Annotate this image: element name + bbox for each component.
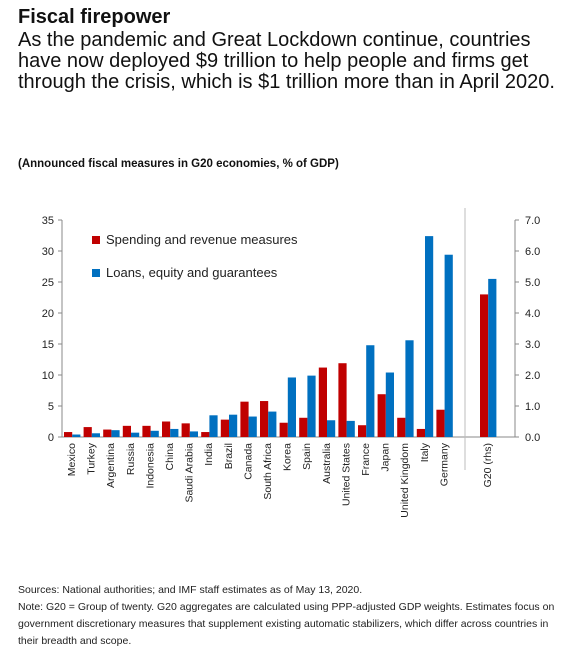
bar-spending-revenue: [260, 401, 269, 437]
chart-notes: Sources: National authorities; and IMF s…: [18, 582, 568, 650]
bar-loans-equity: [366, 345, 375, 437]
legend-swatch: [92, 236, 100, 244]
bar-loans-equity: [111, 430, 120, 437]
x-tick-label: Korea: [282, 443, 294, 471]
x-tick-label: China: [164, 443, 176, 471]
bar-spending-revenue: [122, 425, 131, 437]
y2-tick-label: 7.0: [525, 215, 540, 227]
x-tick-label: Indonesia: [144, 443, 156, 489]
bar-loans-equity: [209, 415, 218, 437]
bar-loans-equity: [405, 340, 414, 437]
bar-spending-revenue: [142, 425, 151, 437]
bar-spending-revenue: [220, 419, 229, 437]
y-tick-label: 15: [42, 339, 54, 351]
bar-loans-equity: [72, 434, 81, 437]
chart-bars: [64, 236, 497, 437]
bar-spending-revenue: [397, 417, 406, 437]
bar-spending-revenue: [181, 423, 190, 437]
bar-spending-revenue: [279, 422, 288, 437]
y2-tick-label: 2.0: [525, 370, 540, 382]
bar-g20-spending-revenue: [480, 294, 489, 437]
y-tick-label: 10: [42, 370, 54, 382]
chart-legend: Spending and revenue measures Loans, equi…: [92, 232, 298, 280]
bar-loans-equity: [170, 428, 179, 437]
bar-loans-equity: [444, 254, 453, 437]
x-tick-label: United States: [340, 443, 352, 506]
bar-spending-revenue: [416, 428, 425, 437]
x-tick-label: Italy: [419, 442, 431, 462]
x-tick-label: Russia: [125, 443, 137, 475]
chart-subtitle: (Announced fiscal measures in G20 econom…: [18, 158, 339, 170]
bar-loans-equity: [425, 236, 434, 437]
bar-spending-revenue: [103, 429, 112, 437]
bar-spending-revenue: [377, 394, 386, 437]
x-tick-label: South Africa: [262, 443, 274, 500]
bar-loans-equity: [346, 420, 355, 437]
y-tick-label: 35: [42, 215, 54, 227]
bar-spending-revenue: [318, 367, 327, 437]
bar-spending-revenue: [162, 421, 171, 437]
x-tick-label: Argentina: [105, 443, 117, 488]
x-tick-label: France: [360, 443, 372, 476]
bar-loans-equity: [268, 411, 277, 437]
x-tick-label: Japan: [380, 443, 392, 472]
lede-text: As the pandemic and Great Lockdown conti…: [18, 29, 555, 93]
note-text: Note: G20 = Group of twenty. G20 aggrega…: [18, 601, 555, 647]
y2-tick-label: 3.0: [525, 339, 540, 351]
bar-spending-revenue: [338, 363, 347, 437]
bar-spending-revenue: [64, 432, 73, 437]
bar-spending-revenue: [201, 432, 210, 437]
bar-loans-equity: [131, 432, 140, 437]
bar-spending-revenue: [436, 409, 445, 437]
page-title: Fiscal firepower: [18, 6, 171, 28]
y2-tick-label: 0.0: [525, 432, 540, 444]
bar-loans-equity: [248, 416, 257, 437]
legend-label: Loans, equity and guarantees: [106, 265, 278, 280]
y-tick-label: 5: [48, 401, 54, 413]
bar-spending-revenue: [83, 427, 92, 437]
x-tick-label: India: [203, 443, 215, 466]
y2-tick-label: 4.0: [525, 308, 540, 320]
x-tick-label: United Kingdom: [399, 443, 411, 518]
x-tick-label: Saudi Arabia: [184, 443, 196, 503]
bar-chart: 0 5 10 15 20 25 30 35 0.0 1.0 2.0 3.0 4.0 5.0 6.0 7.0 M…: [42, 208, 540, 518]
bar-loans-equity: [229, 414, 238, 437]
bar-g20-loans-equity: [488, 278, 497, 437]
chart-labels: Mexico Turkey Argentina Russia Indonesia Chin…: [66, 442, 494, 517]
bar-spending-revenue: [358, 425, 367, 437]
bar-loans-equity: [327, 420, 336, 437]
legend-swatch: [92, 269, 100, 277]
headline: Fiscal firepower As the pandemic and Gre…: [18, 6, 568, 93]
x-tick-label: Canada: [242, 443, 254, 480]
y-tick-label: 25: [42, 277, 54, 289]
y2-tick-label: 1.0: [525, 401, 540, 413]
bar-spending-revenue: [299, 417, 308, 437]
x-tick-label: Spain: [301, 443, 313, 470]
bar-loans-equity: [307, 375, 316, 437]
bar-loans-equity: [150, 430, 159, 437]
y-tick-label: 30: [42, 246, 54, 258]
bar-loans-equity: [385, 372, 394, 437]
x-tick-label: Brazil: [223, 443, 235, 469]
x-tick-label: Mexico: [66, 443, 78, 476]
legend-label: Spending and revenue measures: [106, 232, 298, 247]
y-tick-label: 20: [42, 308, 54, 320]
bar-spending-revenue: [240, 401, 249, 437]
y2-tick-label: 6.0: [525, 246, 540, 258]
x-tick-label: Australia: [321, 443, 333, 484]
bar-loans-equity: [91, 433, 100, 437]
y2-tick-label: 5.0: [525, 277, 540, 289]
x-tick-label: G20 (rhs): [482, 443, 494, 487]
y-tick-label: 0: [48, 432, 54, 444]
x-tick-label: Germany: [438, 442, 450, 486]
bar-loans-equity: [189, 431, 198, 437]
x-tick-label: Turkey: [86, 442, 98, 474]
sources-text: Sources: National authorities; and IMF s…: [18, 584, 363, 596]
bar-loans-equity: [287, 377, 296, 437]
